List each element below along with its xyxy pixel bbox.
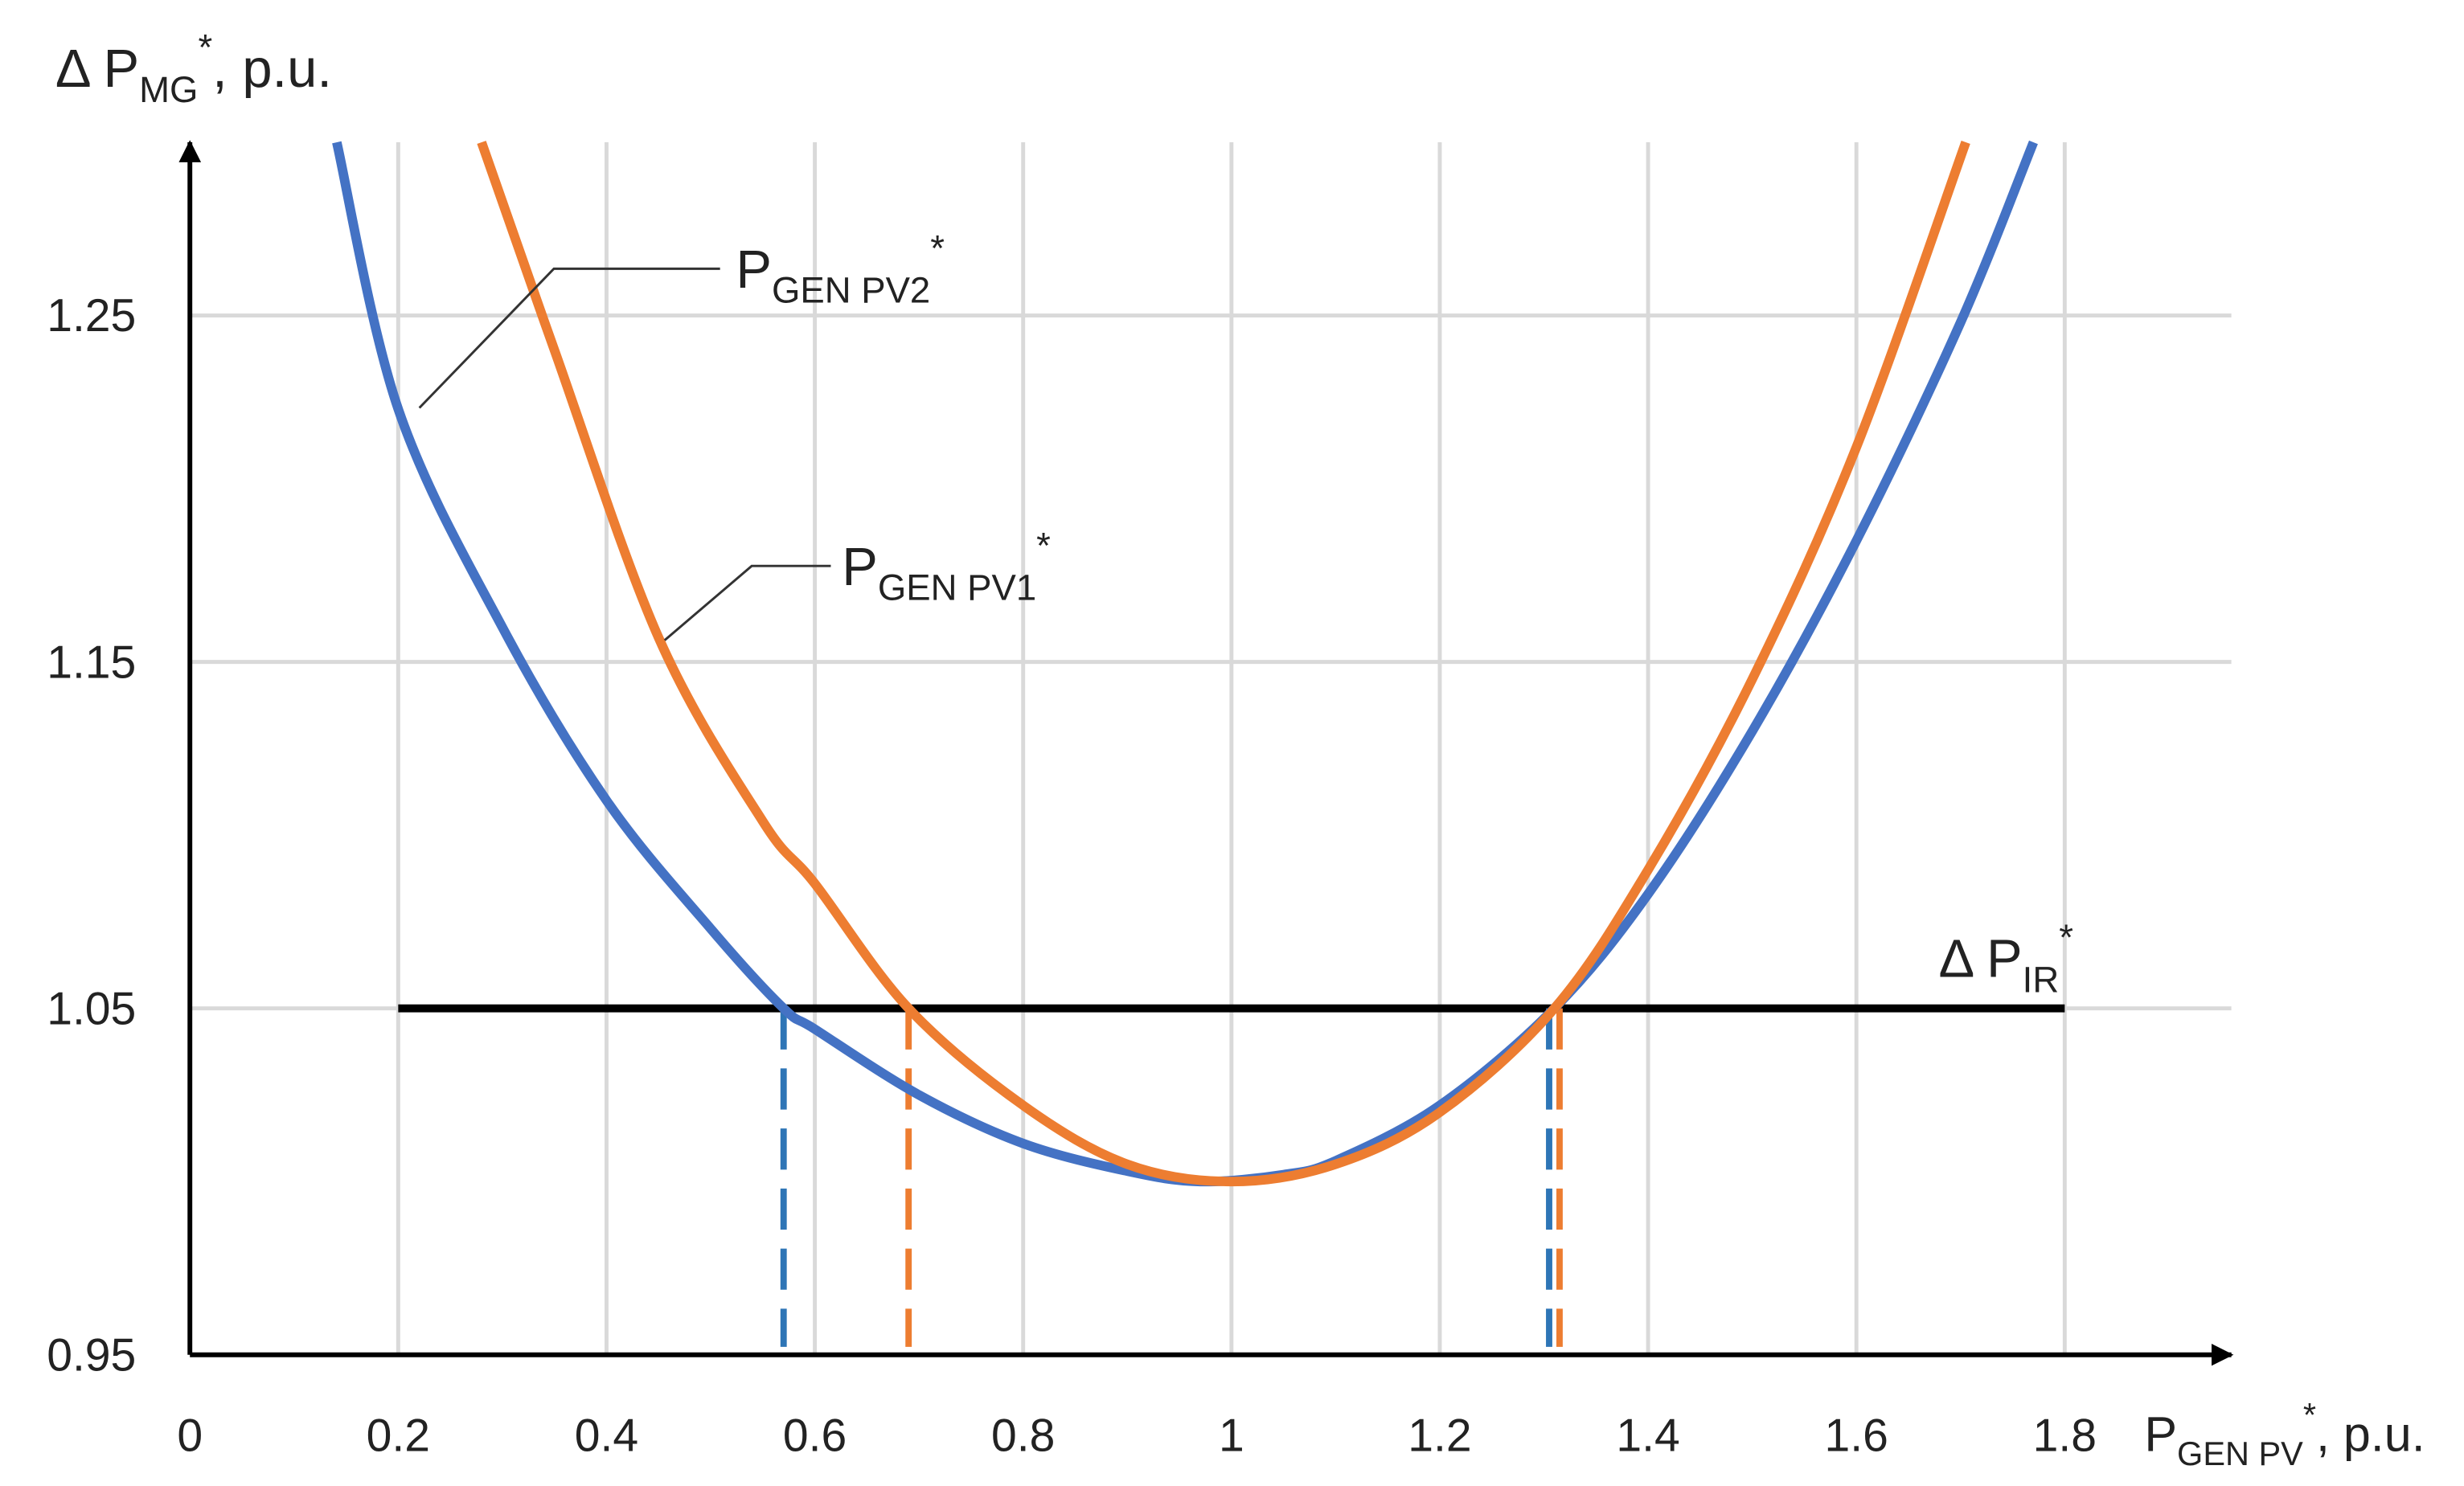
- y-axis-label-sub: MG: [139, 69, 198, 110]
- series-label-main: P: [842, 537, 878, 597]
- series-label-sup: *: [1036, 525, 1051, 566]
- series-label-sub: GEN PV2: [772, 270, 930, 311]
- series-label-sup: *: [930, 228, 945, 269]
- y-axis-label-sup: *: [198, 27, 212, 68]
- x-tick-label: 0.6: [783, 1410, 847, 1462]
- x-tick-label: 0: [177, 1410, 203, 1462]
- series-label: PGEN PV1*: [842, 525, 1051, 608]
- y-axis-label-tail: , p.u.: [212, 39, 332, 99]
- x-tick-label: 0.2: [367, 1410, 430, 1462]
- x-axis-label-sub: GEN PV: [2177, 1435, 2303, 1472]
- y-tick-label: 1.15: [47, 637, 136, 688]
- x-tick-label: 1.8: [2033, 1410, 2097, 1462]
- threshold-label-sup: *: [2059, 917, 2073, 958]
- threshold-label: Δ PIR*: [1938, 917, 2072, 1000]
- x-tick-label: 1.2: [1408, 1410, 1471, 1462]
- x-axis-label: PGEN PV*, p.u.: [2144, 1396, 2425, 1472]
- x-axis-label-tail: , p.u.: [2316, 1407, 2425, 1462]
- grid: [178, 140, 2234, 1366]
- x-axis-label-main: P: [2144, 1407, 2177, 1462]
- leader-line: [418, 267, 720, 409]
- series-label-main: P: [736, 239, 772, 300]
- x-axis-label-sup: *: [2303, 1396, 2316, 1434]
- y-tick-label: 0.95: [47, 1329, 136, 1381]
- leader-line: [663, 564, 831, 641]
- curve: [477, 141, 1970, 1187]
- x-tick-label: 1: [1219, 1410, 1244, 1462]
- y-tick-label: 1.25: [47, 290, 136, 342]
- x-tick-label: 0.4: [575, 1410, 638, 1462]
- threshold-label-sub: IR: [2023, 959, 2060, 1000]
- y-axis-label-main: Δ P: [55, 39, 139, 99]
- labels: 0 0.2 0.4 0.6 0.8 1 1.2 1.4 1.6 1.8 0.95 1.05 1.15 1.…: [47, 27, 2425, 1472]
- plot: [332, 140, 2065, 1347]
- series-label-sub: GEN PV1: [878, 567, 1036, 608]
- series-label: PGEN PV2*: [736, 228, 945, 311]
- threshold-label-main: Δ P: [1938, 929, 2022, 989]
- x-tick-label: 0.8: [991, 1410, 1055, 1462]
- y-axis-label: Δ PMG*, p.u.: [55, 27, 332, 110]
- x-tick-label: 1.4: [1616, 1410, 1679, 1462]
- x-tick-label: 1.6: [1825, 1410, 1888, 1462]
- y-tick-label: 1.05: [47, 983, 136, 1034]
